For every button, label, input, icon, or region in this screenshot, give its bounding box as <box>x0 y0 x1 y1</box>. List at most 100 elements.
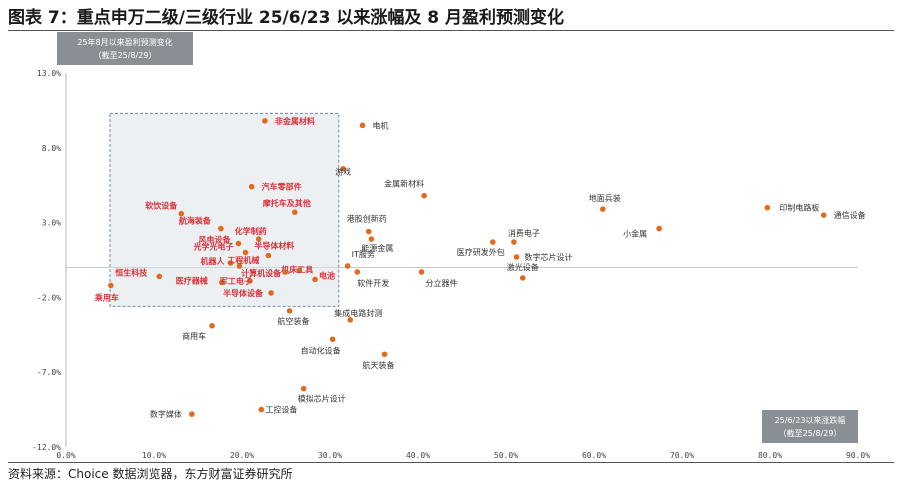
data-point <box>255 236 262 242</box>
point-label: IT服务 <box>352 249 375 259</box>
data-point <box>764 204 771 211</box>
data-point <box>282 269 288 275</box>
x-tick-label: 90.0% <box>846 451 870 460</box>
y-tick-label: -7.0% <box>37 368 61 377</box>
y-tick-label: 13.0% <box>37 69 61 78</box>
point-label: 消费电子 <box>508 228 540 238</box>
data-point <box>268 290 274 296</box>
x-tick-label: 0.0% <box>56 451 75 460</box>
data-point <box>511 239 517 245</box>
data-point <box>258 406 265 413</box>
x-tick-label: 70.0% <box>670 451 694 460</box>
data-point <box>820 212 827 218</box>
data-point <box>347 317 354 323</box>
top-rule <box>8 30 894 31</box>
data-point <box>227 260 234 266</box>
point-label: 能源金属 <box>361 243 393 253</box>
point-label: 软饮设备 <box>145 201 178 211</box>
point-label: 非金属材料 <box>275 116 315 126</box>
point-label: 机床工具 <box>281 264 313 274</box>
y-tick-label: -2.0% <box>37 293 61 302</box>
point-label: 数字媒体 <box>150 409 182 419</box>
data-point <box>368 236 375 242</box>
point-label: 模拟芯片设计 <box>298 394 346 404</box>
data-point <box>248 183 255 190</box>
point-label: 自动化设备 <box>301 345 341 355</box>
point-label: 医疗器械 <box>176 275 208 285</box>
x-tick-label: 60.0% <box>582 451 606 460</box>
source-note: 资料来源：Choice 数据浏览器，东方财富证券研究所 <box>8 467 293 481</box>
y-axis-title-badge <box>57 32 193 65</box>
data-point <box>344 263 351 269</box>
point-label: 印制电路板 <box>779 203 819 213</box>
x-axis-title-badge-line1: 25/6/23以来涨跌幅 <box>775 415 846 425</box>
data-point <box>108 282 114 289</box>
x-tick-label: 40.0% <box>406 451 430 460</box>
point-label: 计算机设备 <box>241 268 282 278</box>
data-point <box>340 165 347 172</box>
data-point <box>247 278 253 284</box>
data-point <box>292 209 298 215</box>
point-label: 电池 <box>319 270 335 280</box>
data-point <box>262 118 268 124</box>
point-label: 化学制药 <box>235 226 267 236</box>
point-label: 航海装备 <box>179 216 212 226</box>
point-label: 分立器件 <box>426 278 458 288</box>
point-label: 医疗研发外包 <box>457 247 505 257</box>
bottom-rule <box>8 462 894 463</box>
data-point <box>600 206 606 212</box>
data-point <box>265 252 272 259</box>
figure-title: 图表 7：重点申万二级/三级行业 25/6/23 以来涨幅及 8 月盈利预测变化 <box>8 8 565 28</box>
x-tick-label: 20.0% <box>230 451 254 460</box>
data-point <box>156 273 163 280</box>
point-label: 风电设备 <box>198 235 231 245</box>
data-point <box>329 336 336 343</box>
point-label: 数字芯片设计 <box>525 252 573 262</box>
data-point <box>178 210 185 217</box>
data-point <box>218 279 225 286</box>
point-label: 军工电子 <box>220 276 252 286</box>
data-point <box>189 411 195 417</box>
y-tick-label: 8.0% <box>42 144 61 153</box>
data-point <box>656 225 662 232</box>
x-tick-label: 10.0% <box>142 451 166 460</box>
x-tick-label: 80.0% <box>758 451 782 460</box>
y-tick-label: -12.0% <box>32 443 61 452</box>
point-label: 金属新材料 <box>384 179 424 189</box>
highlight-region <box>109 112 340 307</box>
point-label: 汽车零部件 <box>262 182 302 192</box>
data-point <box>418 269 425 275</box>
data-point <box>300 385 307 392</box>
point-label: 小金属 <box>623 229 647 239</box>
point-label: 航天装备 <box>363 360 395 370</box>
point-label: 恒生科技 <box>115 267 148 277</box>
y-tick-label: 3.0% <box>42 219 61 228</box>
point-label: 商用车 <box>182 331 206 341</box>
point-label: 光学光电子 <box>193 242 234 252</box>
point-label: 航空装备 <box>278 316 310 326</box>
data-point <box>354 269 361 275</box>
point-label: 地面兵装 <box>589 193 621 203</box>
data-point <box>513 254 520 260</box>
point-label: 摩托车及其他 <box>262 198 311 208</box>
data-point <box>359 122 366 129</box>
point-label: 游戏 <box>335 167 351 177</box>
point-label: 集成电路封测 <box>334 308 382 318</box>
data-point <box>381 351 388 358</box>
point-label: 工控设备 <box>265 405 297 415</box>
data-point <box>242 249 249 256</box>
axis-title-badges: 25年8月以来盈利预测变化 （截至25/8/29） 25/6/23以来涨跌幅 （截至2… <box>57 32 858 443</box>
data-point <box>236 263 243 269</box>
data-point <box>365 228 372 235</box>
data-point <box>490 239 496 245</box>
point-label: 软件开发 <box>357 278 389 288</box>
data-point <box>218 225 224 232</box>
point-label: 工程机械 <box>227 255 259 265</box>
data-point <box>421 192 427 199</box>
highlight-region-layer <box>109 112 340 307</box>
data-point <box>286 308 293 314</box>
point-label: 机器人 <box>201 256 226 266</box>
point-label: 港股创新药 <box>347 214 387 224</box>
